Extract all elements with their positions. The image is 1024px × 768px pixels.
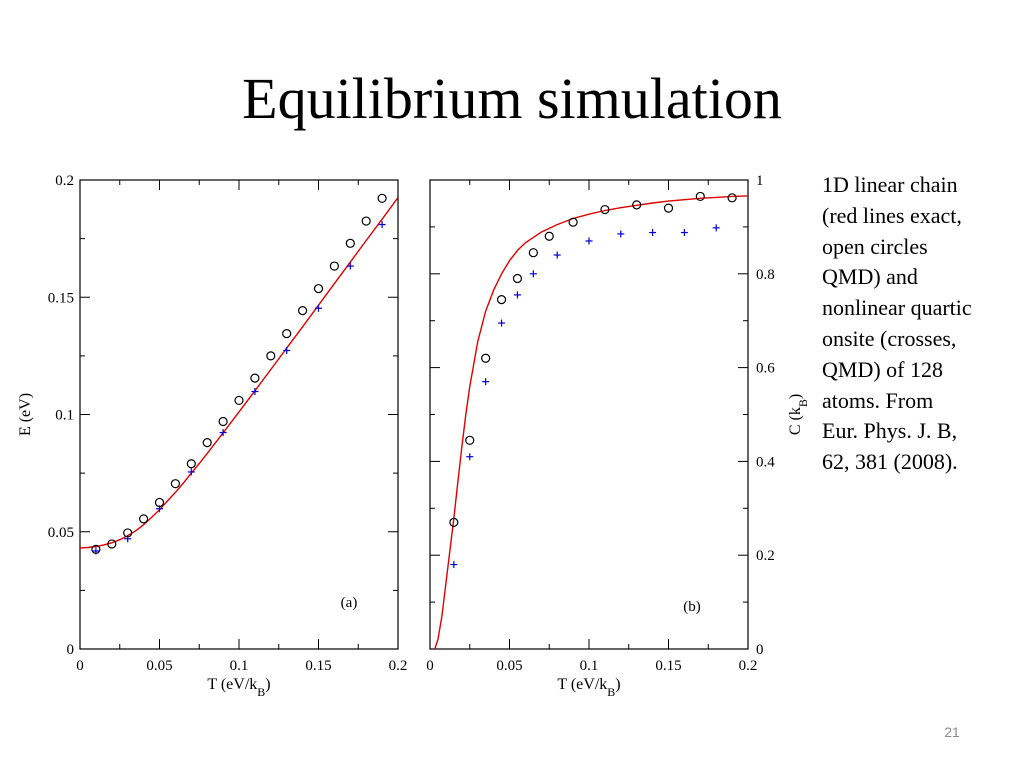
qmd-linear-point	[727, 193, 737, 203]
qmd-quartic-point	[649, 229, 657, 237]
qmd-linear-point	[544, 231, 554, 241]
chart-panel-b: 0 0.05 0.1 0.15 0.200.20.40.60.81T (eV/kB)C …	[426, 173, 810, 699]
qmd-quartic-point	[466, 453, 474, 461]
qmd-linear-point	[512, 273, 523, 284]
x-axis-label: T (eV/kB)	[557, 676, 620, 699]
y-tick-label: 0.2	[55, 173, 74, 189]
qmd-linear-point	[329, 261, 339, 271]
qmd-quartic-point	[529, 270, 537, 278]
caption-line: onsite (crosses,	[822, 325, 957, 351]
qmd-quartic-point	[315, 304, 322, 312]
qmd-quartic-point	[553, 251, 561, 259]
qmd-linear-point	[481, 353, 491, 363]
qmd-quartic-point	[378, 221, 386, 229]
qmd-linear-point	[234, 395, 244, 406]
y-tick-label: 1	[756, 173, 764, 189]
qmd-linear-point	[377, 193, 387, 203]
slide-title: Equilibrium simulation	[242, 66, 782, 131]
qmd-linear-point	[170, 479, 180, 489]
qmd-quartic-point	[187, 468, 195, 476]
qmd-linear-point	[361, 216, 371, 226]
qmd-quartic-point	[498, 319, 506, 327]
y-tick-label: 0.1	[55, 408, 74, 424]
x-tick-label: 0.05	[146, 658, 172, 674]
qmd-linear-point	[465, 435, 475, 445]
qmd-linear-point	[496, 294, 507, 305]
qmd-linear-point	[632, 200, 642, 210]
qmd-quartic-point	[450, 561, 458, 569]
y-tick-label: 0.4	[756, 454, 775, 470]
qmd-quartic-point	[617, 230, 625, 238]
qmd-linear-point	[663, 203, 674, 213]
qmd-linear-point	[250, 373, 260, 383]
qmd-linear-point	[107, 539, 117, 549]
chart-panel-a: 0 0.05 0.1 0.15 0.2 0 0.05 0.1 0.15 0.2 T (eV/kB) E…	[17, 173, 407, 699]
qmd-linear-point	[202, 438, 212, 448]
qmd-quartic-point	[92, 547, 100, 555]
qmd-linear-point	[154, 497, 165, 508]
qmd-linear-point	[282, 328, 292, 339]
plot-frame	[429, 179, 749, 650]
exact-curve	[434, 195, 748, 649]
x-tick-label: 0.1	[580, 658, 599, 674]
qmd-linear-point	[345, 238, 355, 248]
qmd-linear-point	[528, 248, 538, 258]
x-axis-label: T (eV/kB)	[207, 676, 270, 699]
x-tick-label: 0	[426, 658, 434, 674]
panel-label: (a)	[341, 595, 358, 611]
caption-line: nonlinear quartic	[822, 295, 972, 321]
qmd-linear-point	[313, 283, 324, 294]
y-tick-label: 0	[756, 642, 764, 658]
y-axis-label: E (eV)	[17, 393, 34, 436]
qmd-linear-point	[568, 217, 578, 227]
caption-line: (red lines exact,	[822, 202, 962, 228]
qmd-quartic-point	[219, 429, 227, 437]
y-tick-label: 0.2	[756, 548, 775, 564]
caption-line: QMD) and	[822, 264, 918, 290]
x-tick-label: 0.05	[496, 658, 522, 674]
qmd-quartic-point	[251, 388, 259, 396]
x-tick-label: 0	[76, 658, 84, 674]
caption-text: 1D linear chain (red lines exact, open c…	[822, 170, 1012, 478]
caption-line: 1D linear chain	[822, 172, 958, 197]
qmd-linear-point	[298, 306, 308, 316]
x-tick-label: 0.1	[230, 658, 249, 674]
qmd-quartic-point	[346, 262, 354, 270]
qmd-quartic-point	[513, 291, 521, 299]
caption-line: QMD) of 128	[822, 356, 943, 382]
y-axis-label: C (kB)	[787, 394, 810, 435]
plot-frame	[79, 179, 399, 650]
caption-line: open circles	[822, 233, 928, 259]
y-tick-label: 0.8	[756, 267, 775, 283]
panel-label: (b)	[683, 599, 701, 615]
y-tick-label: 0.15	[48, 290, 74, 306]
qmd-linear-point	[139, 514, 149, 524]
qmd-quartic-point	[482, 378, 490, 386]
caption-line: atoms. From	[822, 387, 934, 413]
caption-line: 62, 381 (2008).	[822, 449, 958, 475]
qmd-linear-point	[186, 459, 196, 469]
caption-line: Eur. Phys. J. B,	[822, 418, 958, 444]
x-tick-label: 0.2	[389, 658, 408, 674]
y-tick-label: 0	[67, 642, 75, 658]
qmd-quartic-point	[156, 505, 163, 513]
qmd-quartic-point	[712, 224, 720, 232]
y-tick-label: 0.05	[48, 525, 74, 541]
qmd-linear-point	[266, 351, 276, 361]
page-number: 21	[944, 724, 960, 740]
x-tick-label: 0.15	[655, 658, 681, 674]
y-tick-label: 0.6	[756, 361, 775, 377]
qmd-quartic-point	[585, 237, 593, 245]
qmd-linear-point	[695, 191, 705, 202]
x-tick-label: 0.2	[739, 658, 758, 674]
qmd-quartic-point	[680, 229, 688, 237]
qmd-linear-point	[218, 416, 228, 427]
x-tick-label: 0.15	[305, 658, 331, 674]
exact-curve	[80, 197, 398, 549]
qmd-quartic-point	[283, 346, 291, 354]
qmd-linear-point	[449, 517, 459, 527]
qmd-quartic-point	[124, 535, 132, 543]
qmd-linear-point	[600, 204, 610, 215]
